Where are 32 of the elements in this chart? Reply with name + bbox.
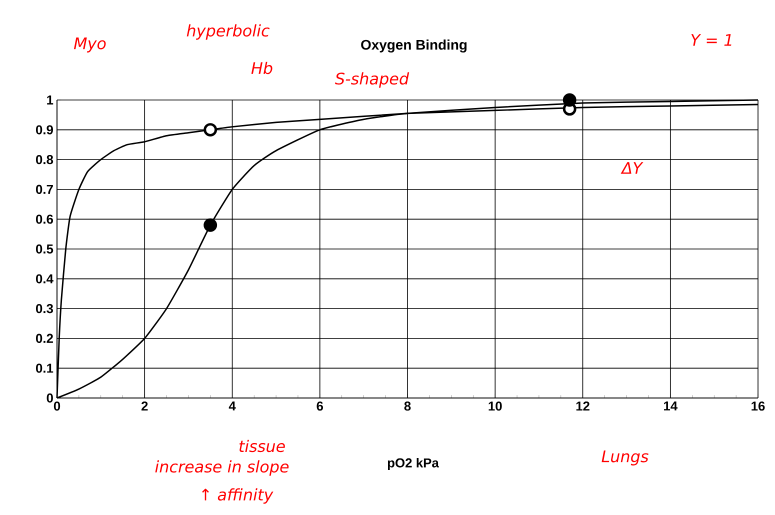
x-tick-label: 16 (752, 402, 765, 411)
x-tick-label: 6 (316, 402, 324, 411)
y-tick-label: 1 (47, 96, 54, 104)
text: hyperbolic (186, 24, 270, 40)
text: ↑ affinity (202, 488, 274, 504)
y-tick-label: 0.5 (36, 244, 54, 254)
text: S-shaped (335, 72, 410, 88)
y-tick-label: 0.1 (36, 364, 54, 373)
y-tick-label: 0.6 (36, 214, 54, 224)
annotation: ΔY (620, 162, 644, 174)
y-tick-label: 0.3 (36, 304, 54, 314)
text: Lungs (602, 450, 648, 466)
y-tick-label: 0.2 (36, 334, 53, 343)
chart-title: Oxygen Binding (361, 39, 467, 53)
y-tick-label: 0.4 (36, 274, 54, 284)
x-tick-label: 14 (664, 402, 678, 410)
x-tick-label: 8 (404, 402, 411, 411)
text: Hb (251, 62, 272, 74)
y-tick-label: 0.9 (36, 125, 53, 134)
x-tick-label: 0 (54, 402, 60, 411)
x-tick-label: 2 (141, 402, 148, 411)
text: Y = 1 (691, 34, 732, 46)
x-axis-title: pO2 kPa (388, 458, 439, 470)
x-tick-label: 4 (228, 402, 236, 410)
y-tick-label: 0.8 (36, 155, 54, 164)
y-tick-label: 0.7 (36, 184, 53, 194)
text: tissue (239, 440, 285, 452)
text: Myo (74, 38, 106, 52)
x-tick-label: 12 (576, 402, 590, 411)
x-tick-label: 10 (488, 402, 502, 411)
y-tick-label: 0 (46, 393, 53, 403)
text: increase in slope (155, 460, 289, 476)
